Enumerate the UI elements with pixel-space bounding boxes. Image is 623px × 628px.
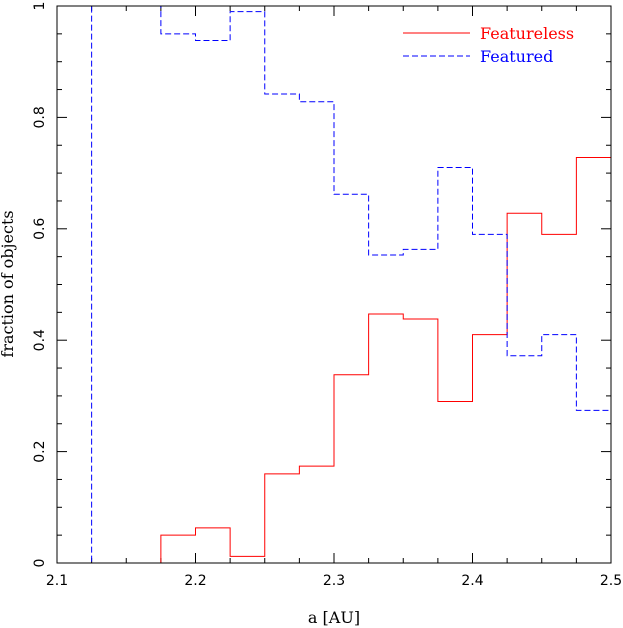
x-tick-label: 2.5 [600,573,622,589]
plot-frame [56,5,612,564]
y-tick-label: 0.8 [32,106,48,128]
y-tick-label: 0.4 [32,329,48,351]
series-featureless-line [57,157,611,564]
x-tick-label: 2.2 [184,573,206,589]
legend: Featureless Featured [403,24,574,66]
series-group [57,5,611,564]
series-featured-line [57,5,611,564]
legend-label-featureless: Featureless [480,24,574,43]
legend-label-featured: Featured [480,47,553,66]
x-tick-label: 2.4 [461,573,483,589]
y-tick-label: 0.2 [32,440,48,462]
x-tick-label: 2.1 [46,573,68,589]
y-tick-label: 0 [32,559,48,568]
y-tick-label: 0.6 [32,218,48,240]
y-tick-label: 1 [32,2,48,11]
x-axis-title: a [AU] [308,608,360,627]
x-tick-label: 2.3 [323,573,345,589]
y-axis-title: fraction of objects [0,210,17,357]
tick-labels: 2.1 2.2 2.3 2.4 2.5 0 0.2 0.4 0.6 0.8 1 [32,2,622,589]
